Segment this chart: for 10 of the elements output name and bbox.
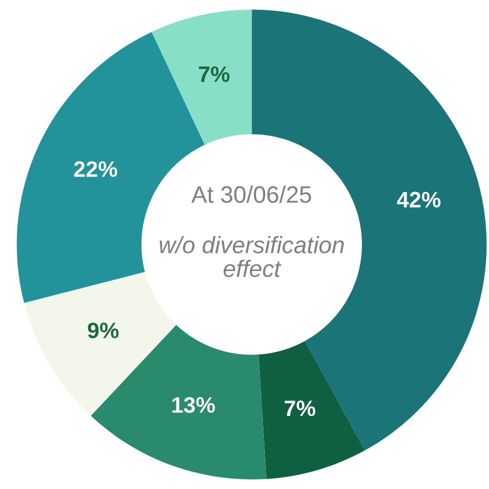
donut-slice bbox=[258, 341, 365, 479]
data-label: 7% bbox=[284, 400, 316, 416]
data-label: 9% bbox=[88, 322, 119, 338]
text: At 30/06/25 bbox=[191, 186, 312, 203]
data-label: 13% bbox=[172, 397, 215, 413]
donut-slice bbox=[152, 10, 252, 145]
data-label: 22% bbox=[74, 161, 118, 177]
data-label: 42% bbox=[396, 192, 441, 208]
text: w/o diversification effect bbox=[160, 236, 344, 278]
data-label: 7% bbox=[198, 66, 230, 82]
